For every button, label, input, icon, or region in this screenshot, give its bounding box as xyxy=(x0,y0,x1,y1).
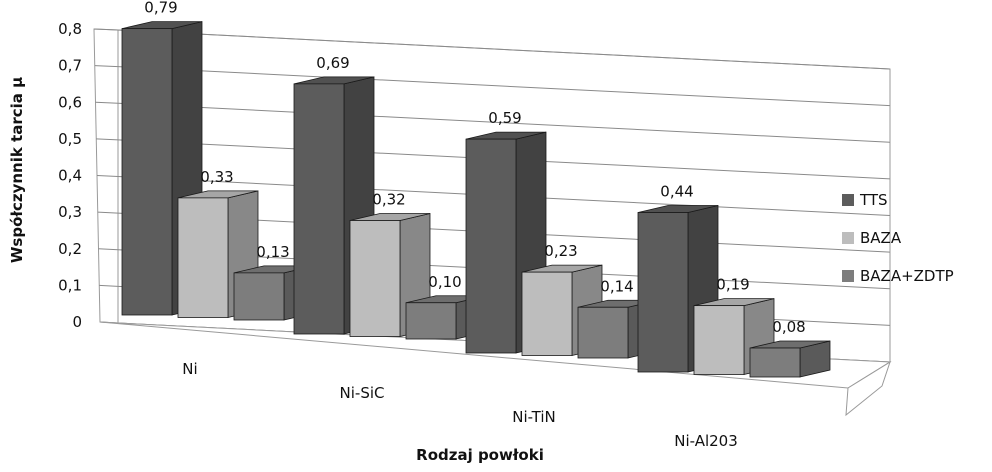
gridline xyxy=(117,29,891,70)
data-label: 0,79 xyxy=(144,0,177,17)
bars xyxy=(121,21,831,378)
data-label: 0,59 xyxy=(488,109,521,127)
gridline-side xyxy=(96,175,119,177)
bar-front xyxy=(749,347,801,378)
category-label: Ni-Al203 xyxy=(674,432,738,450)
bar-front xyxy=(349,220,401,337)
bar-front xyxy=(177,197,229,318)
data-label: 0,10 xyxy=(428,273,461,291)
data-label: 0,44 xyxy=(660,183,693,201)
y-tick-label: 0,7 xyxy=(58,57,82,75)
gridline-side xyxy=(94,65,119,68)
bar-front xyxy=(577,306,629,359)
y-tick-label: 0,4 xyxy=(58,167,82,185)
y-tick-label: 0,3 xyxy=(58,203,82,221)
data-label: 0,13 xyxy=(256,243,289,261)
bar-front xyxy=(521,271,573,356)
bar-front xyxy=(293,83,345,335)
legend-label: BAZA+ZDTP xyxy=(860,267,954,285)
y-tick-label: 0,6 xyxy=(58,93,82,111)
data-label: 0,33 xyxy=(200,168,233,186)
category-label: Ni-SiC xyxy=(340,384,385,402)
x-category-labels: Ni Ni-SiC Ni-TiN Ni-Al203 xyxy=(182,360,737,450)
data-label: 0,08 xyxy=(772,318,805,336)
legend-swatch xyxy=(842,270,854,282)
bar-front xyxy=(121,28,173,316)
bar-front xyxy=(233,272,285,321)
data-label: 0,32 xyxy=(372,191,405,209)
data-label: 0,69 xyxy=(316,54,349,72)
floor-edge xyxy=(845,360,891,417)
category-label: Ni-TiN xyxy=(512,408,556,426)
gridline-side xyxy=(98,248,119,251)
bar-front xyxy=(405,302,457,340)
bar-front xyxy=(465,138,517,354)
gridline-side xyxy=(95,101,119,104)
legend-label: TTS xyxy=(859,191,888,209)
y-axis-title: Współczynnik tarcia µ xyxy=(8,77,26,263)
data-labels: 0,79 0,33 0,13 0,69 0,32 0,10 0,59 0,23 0,14 0,44… xyxy=(144,0,805,336)
y-tick-labels: 0 0,1 0,2 0,3 0,4 0,5 0,6 0,7 0,8 xyxy=(58,20,82,331)
gridline xyxy=(117,102,891,143)
legend-swatch xyxy=(842,194,854,206)
gridline xyxy=(117,66,891,107)
gridline-side xyxy=(97,211,119,214)
gridline-side xyxy=(93,28,119,31)
data-label: 0,23 xyxy=(544,242,577,260)
x-axis-title: Rodzaj powłoki xyxy=(416,446,544,464)
legend-label: BAZA xyxy=(860,229,902,247)
y-tick-label: 0,5 xyxy=(58,130,82,148)
y-tick-label: 0,2 xyxy=(58,240,82,258)
y-tick-label: 0,1 xyxy=(58,276,82,294)
chart-floor xyxy=(99,321,892,417)
category-label: Ni xyxy=(182,360,197,378)
bar xyxy=(749,340,831,378)
y-tick-label: 0,8 xyxy=(58,20,82,38)
data-label: 0,19 xyxy=(716,276,749,294)
legend: TTS BAZA BAZA+ZDTP xyxy=(842,191,954,285)
gridline-side xyxy=(96,138,119,141)
data-label: 0,14 xyxy=(600,277,633,295)
bar-front xyxy=(693,305,745,375)
bar-front xyxy=(637,212,689,373)
gridline-side xyxy=(99,284,119,287)
legend-swatch xyxy=(842,232,854,244)
y-tick-label: 0 xyxy=(72,313,82,331)
